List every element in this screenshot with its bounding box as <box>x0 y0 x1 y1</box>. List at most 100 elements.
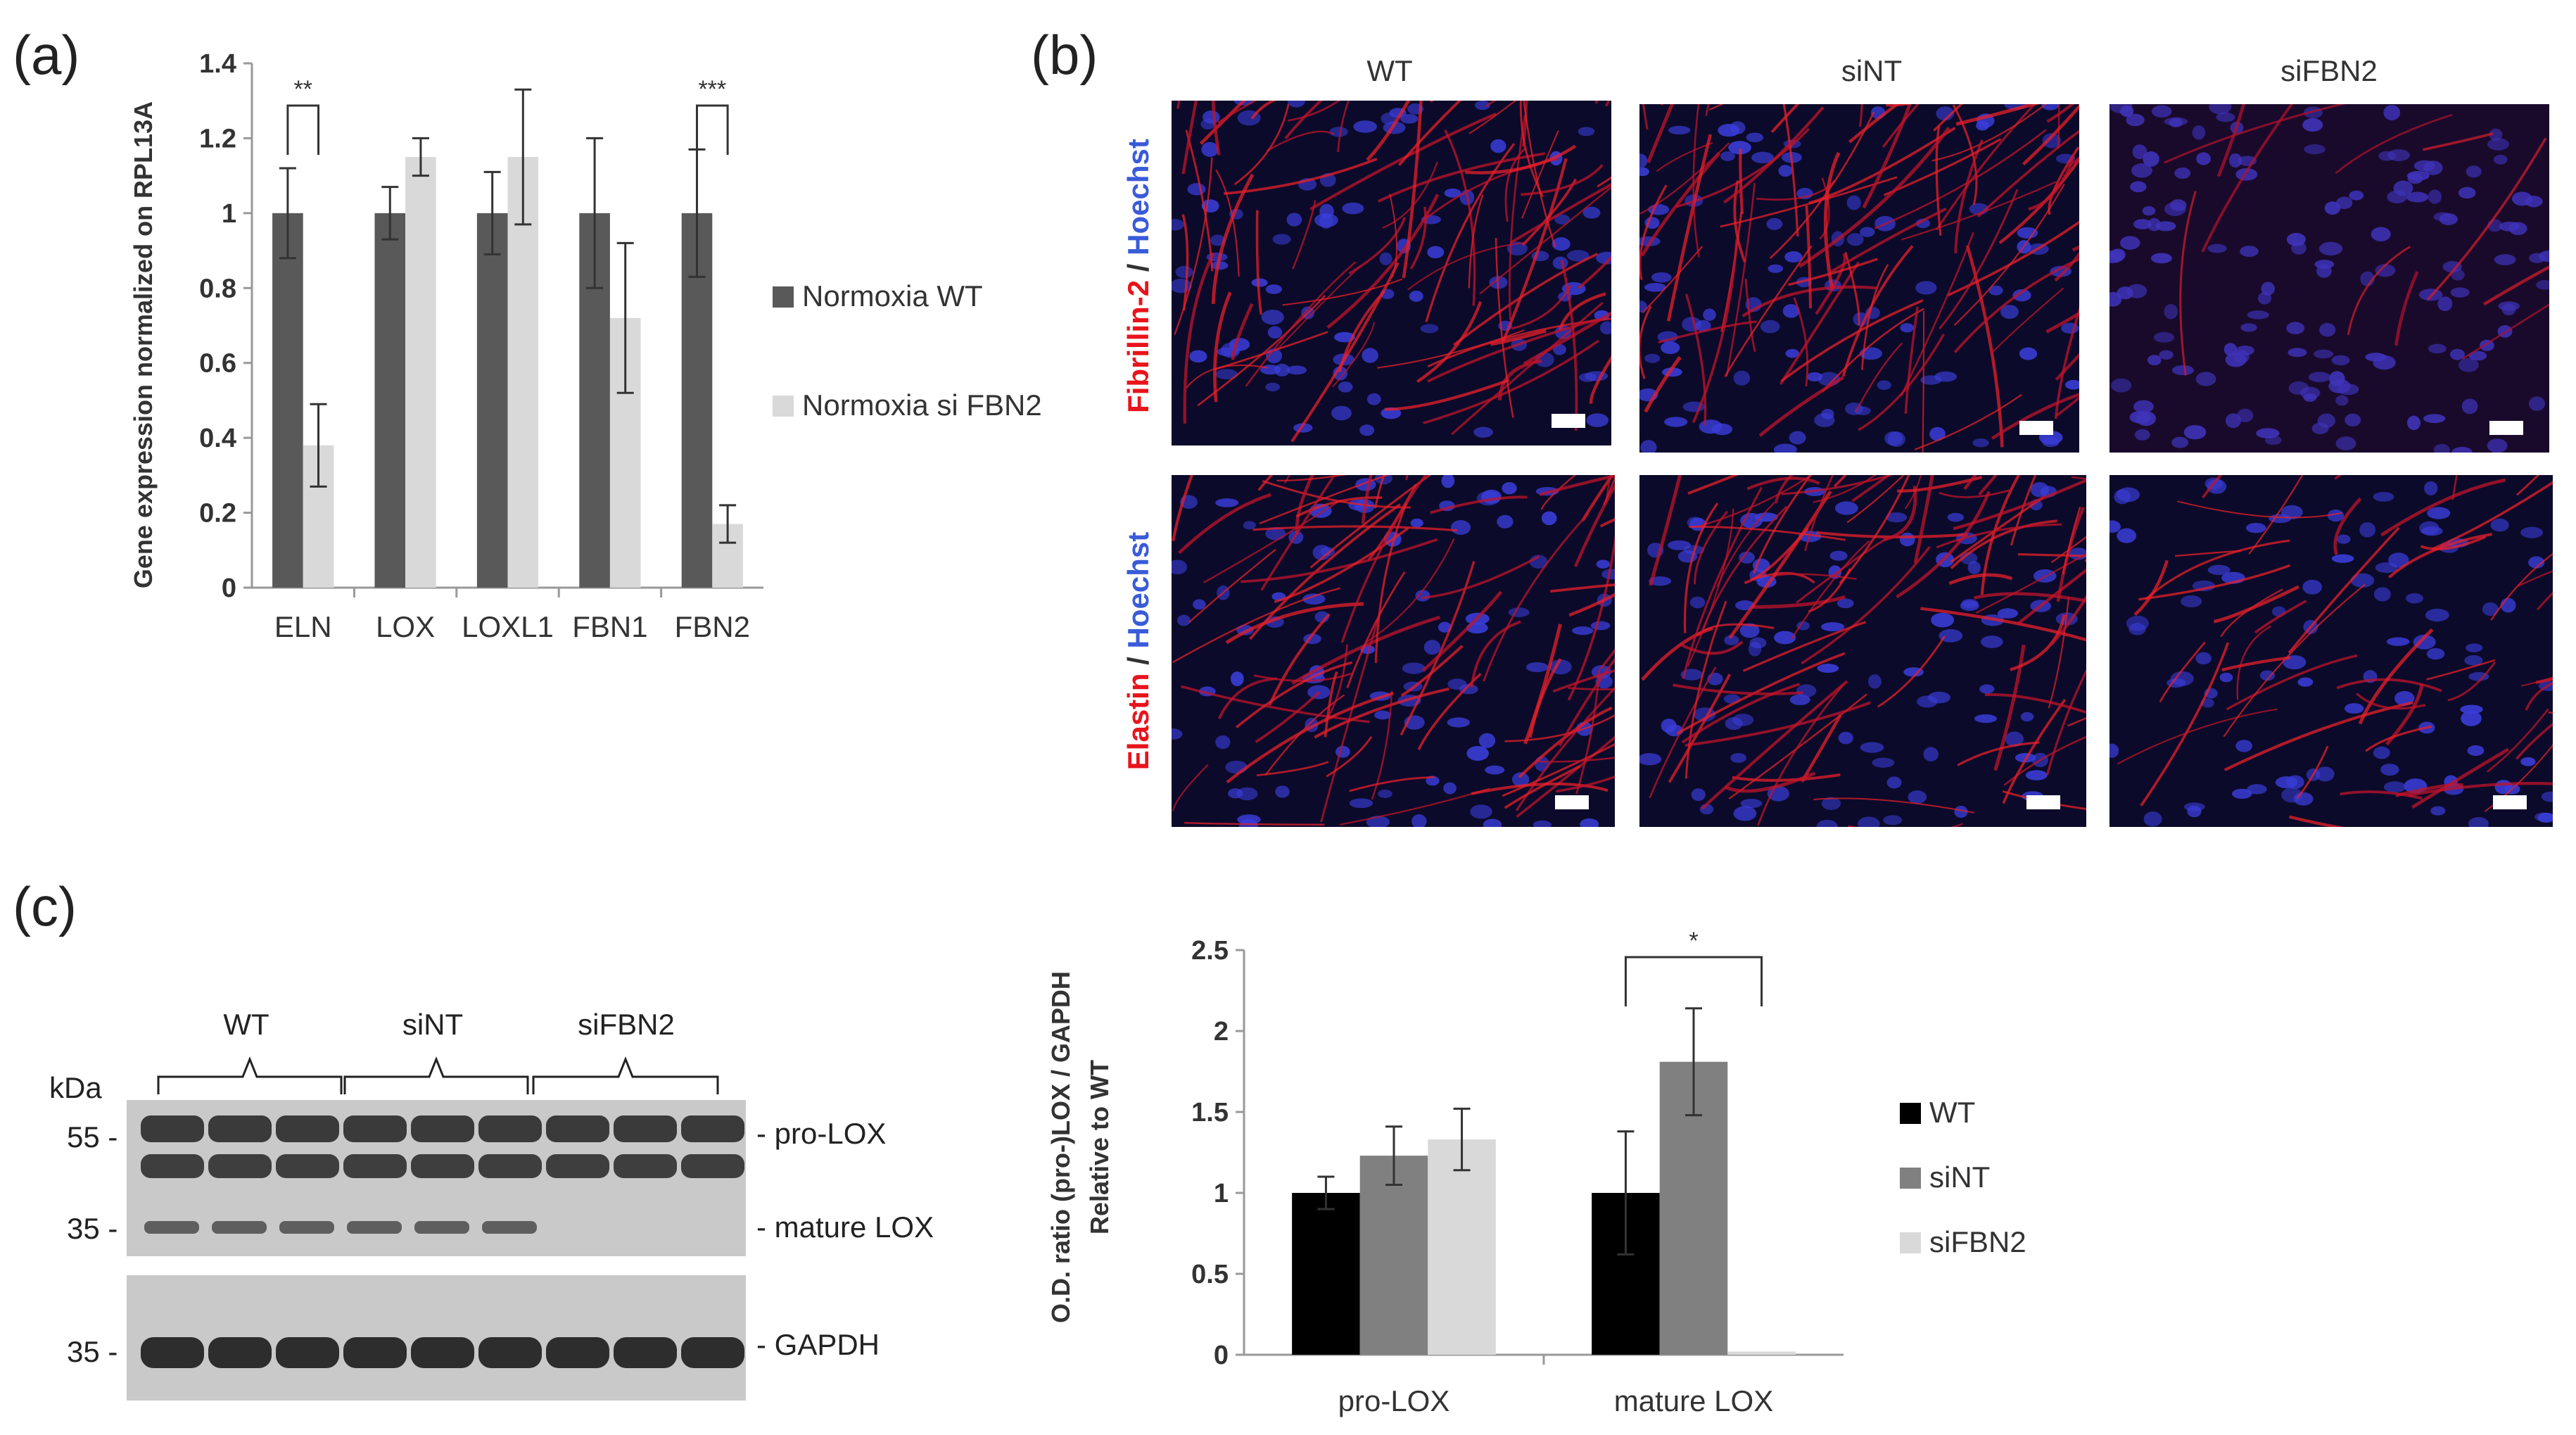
chart-c-bar <box>1359 1156 1428 1355</box>
blot-band-pro-upper <box>681 1115 744 1142</box>
chart-c-legend-label: siNT <box>1929 1161 1990 1194</box>
blot-band-gapdh-lane <box>141 1337 204 1368</box>
chart-c-legend-swatch <box>1900 1103 1921 1124</box>
chart-a-significance-label: *** <box>698 76 726 103</box>
blot-band-pro-upper <box>208 1115 272 1142</box>
blot-group-sint: siNT <box>402 1008 463 1041</box>
blot-marker-35a: 35 - <box>67 1212 118 1245</box>
blot-band-pro-upper <box>141 1115 204 1142</box>
chart-a-y-axis-label: Gene expression normalized on RPL13A <box>129 101 158 588</box>
chart-a-ytick-label: 0.6 <box>199 349 236 379</box>
chart-c-y-axis-label-2: Relative to WT <box>1085 1060 1114 1234</box>
chart-a-significance-label: ** <box>293 76 312 103</box>
chart-a-legend-label: Normoxia WT <box>802 279 983 312</box>
chart-c-ytick-label: 1 <box>1214 1179 1229 1208</box>
blot-band-pro-lower <box>681 1154 744 1178</box>
micro-row-sep-2: / <box>1122 648 1155 673</box>
micro-col-title-sint: siNT <box>1841 54 1902 87</box>
chart-a-category-label: LOXL1 <box>462 610 554 643</box>
chart-c-significance-bracket <box>1624 956 1763 1006</box>
blot-band-pro-lower <box>411 1154 474 1178</box>
chart-a-bar <box>405 157 436 588</box>
blot-band-prolox: - pro-LOX <box>756 1117 886 1150</box>
chart-c-ytick-label: 2 <box>1214 1017 1229 1047</box>
blot-band-pro-lower <box>546 1154 609 1178</box>
blot-band-pro-upper <box>478 1115 542 1142</box>
chart-c: O.D. ratio (pro-)LOX / GAPDH Relative to… <box>1046 928 2026 1417</box>
chart-c-legend-label: WT <box>1929 1096 1975 1129</box>
chart-a-ytick-label: 0.8 <box>199 274 236 303</box>
blot-band-pro-upper <box>614 1115 677 1142</box>
micro-image-r1-c0 <box>1172 475 1615 827</box>
blot-group-wt: WT <box>223 1008 269 1041</box>
blot-band-gapdh-lane <box>208 1337 272 1368</box>
micro-image-r1-c1 <box>1639 475 2086 827</box>
blot-band-gapdh-lane <box>681 1337 744 1368</box>
scale-bar <box>2489 421 2523 435</box>
blot-band-mature <box>144 1221 199 1234</box>
blot-band-gapdh-lane <box>614 1337 677 1368</box>
chart-a-ytick-label: 1.2 <box>199 124 236 153</box>
panel-label-c: (c) <box>13 875 77 937</box>
chart-c-bar <box>1428 1139 1496 1355</box>
micro-row-stain-elastin: Elastin <box>1122 674 1155 771</box>
chart-a: Gene expression normalized on RPL13A 0 0.… <box>129 49 1042 643</box>
blot-band-pro-lower <box>343 1154 407 1178</box>
blot-group-bracket <box>532 1056 719 1094</box>
micro-image-r0-c1 <box>1639 104 2079 453</box>
blot-band-gapdh-lane <box>276 1337 339 1368</box>
micro-row-stain-fibrillin: Fibrillin-2 <box>1122 280 1155 413</box>
chart-c-bar <box>1292 1193 1360 1355</box>
chart-a-legend-label: Normoxia si FBN2 <box>802 388 1042 422</box>
blot-band-gapdh-lane <box>546 1337 609 1368</box>
micro-image-r0-c2 <box>2109 104 2549 453</box>
blot-group-bracket <box>343 1056 529 1094</box>
scale-bar <box>1552 414 1585 428</box>
chart-a-category-label: FBN2 <box>675 610 750 643</box>
blot-marker-35b: 35 - <box>67 1335 118 1368</box>
chart-a-bar <box>476 213 508 588</box>
blot-band-pro-lower <box>208 1154 272 1178</box>
micro-row-label-elastin: Elastin / Hoechst <box>1122 532 1155 770</box>
panel-label-a: (a) <box>13 24 80 86</box>
blot-band-pro-lower <box>478 1154 542 1178</box>
blot-band-pro-upper <box>411 1115 474 1142</box>
chart-c-legend-swatch <box>1900 1168 1921 1189</box>
chart-a-bar <box>272 213 303 588</box>
chart-a-significance-bracket <box>695 104 729 155</box>
chart-a-ytick-label: 0.4 <box>199 424 236 453</box>
chart-a-ytick-label: 0 <box>222 574 236 603</box>
chart-a-bar <box>374 213 406 588</box>
chart-a-category-label: ELN <box>274 610 332 643</box>
chart-a-category-label: FBN1 <box>572 610 647 643</box>
chart-a-significance-bracket <box>286 104 320 155</box>
micro-row-label-fibrillin: Fibrillin-2 / Hoechst <box>1122 139 1155 413</box>
chart-c-category-label: mature LOX <box>1614 1384 1773 1417</box>
chart-a-bar <box>507 157 539 588</box>
micro-col-title-wt: WT <box>1366 54 1412 87</box>
microscopy-panel: WT siNT siFBN2 Fibrillin-2 / Hoechst Ela… <box>1122 54 2553 827</box>
blot-band-mature <box>414 1221 469 1234</box>
chart-c-category-label: pro-LOX <box>1338 1384 1450 1417</box>
blot-band-maturelox: - mature LOX <box>756 1210 934 1244</box>
blot-marker-55: 55 - <box>67 1120 118 1153</box>
chart-a-ytick-label: 1.4 <box>199 49 236 79</box>
scale-bar <box>2493 795 2527 809</box>
micro-row-counter-1: Hoechst <box>1122 139 1155 255</box>
micro-image-r1-c2 <box>2109 475 2553 827</box>
micro-background <box>2109 104 2549 453</box>
chart-c-ytick-label: 2.5 <box>1191 936 1229 966</box>
blot-band-pro-lower <box>276 1154 339 1178</box>
chart-a-ytick-label: 0.2 <box>199 499 236 529</box>
blot-band-mature <box>347 1221 402 1234</box>
chart-a-ytick-label: 1 <box>222 199 236 229</box>
blot-band-pro-lower <box>614 1154 677 1178</box>
panel-label-b: (b) <box>1031 24 1098 86</box>
blot-group-bracket <box>157 1056 343 1094</box>
chart-c-legend-label: siFBN2 <box>1929 1225 2026 1258</box>
chart-c-significance-label: * <box>1689 928 1698 954</box>
blot-band-pro-upper <box>276 1115 339 1142</box>
scale-bar <box>2026 795 2060 809</box>
blot-band-mature <box>482 1221 537 1234</box>
